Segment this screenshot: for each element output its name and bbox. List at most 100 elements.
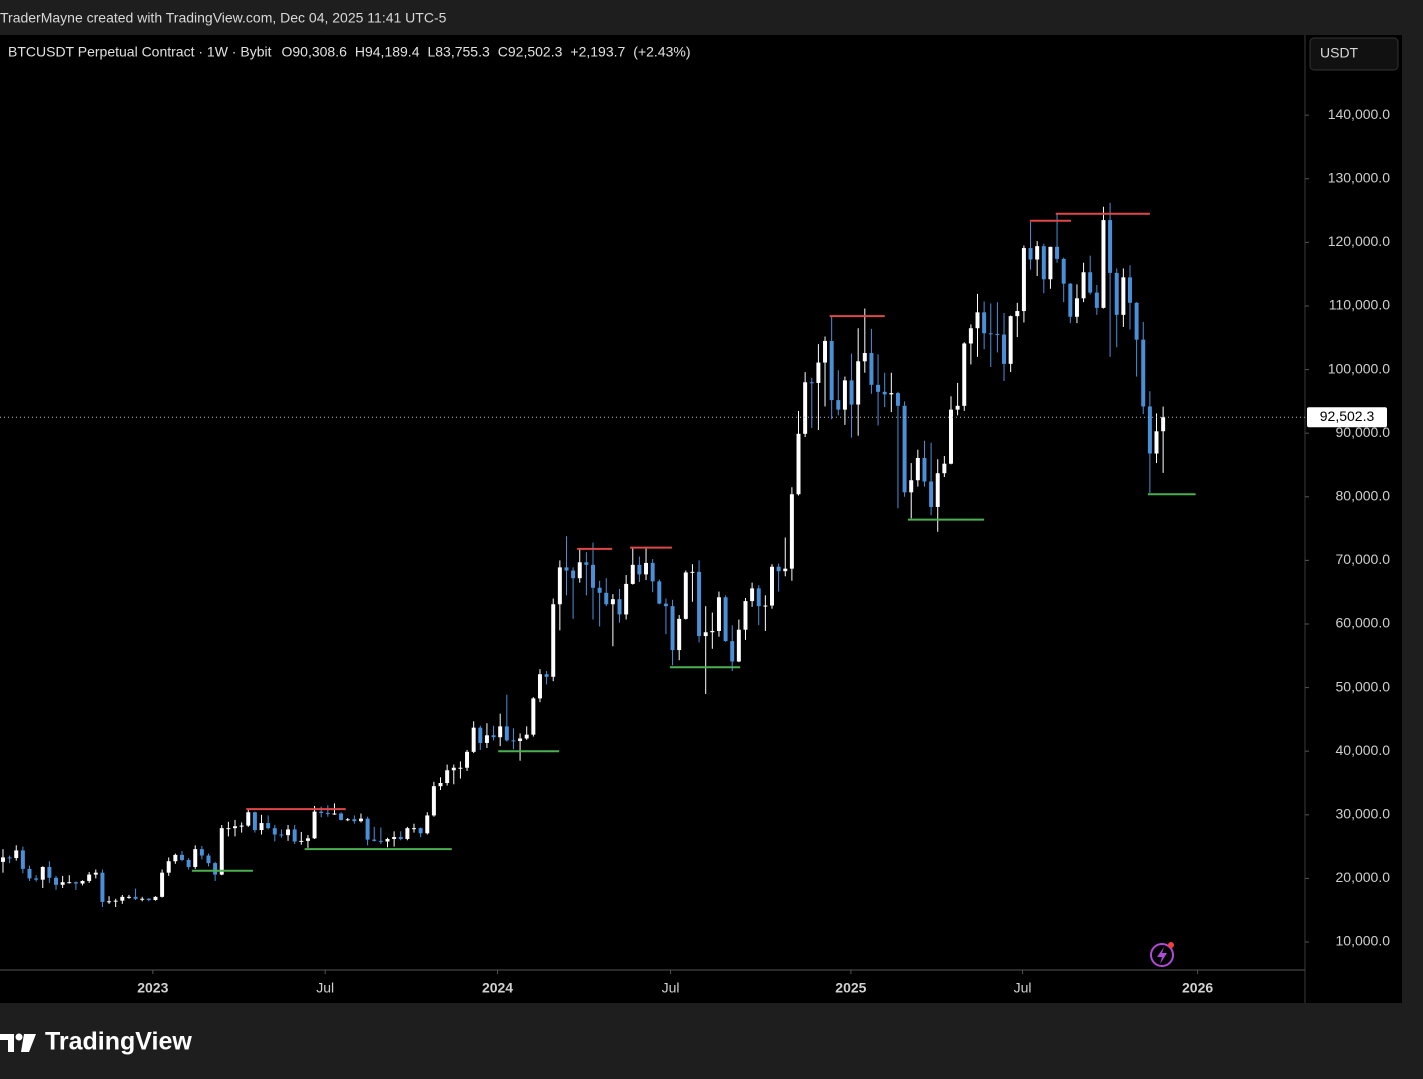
y-tick-label: 130,000.0 bbox=[1328, 169, 1390, 185]
currency-button[interactable] bbox=[1309, 37, 1399, 71]
candle-body bbox=[1028, 248, 1033, 260]
candle-body bbox=[166, 861, 171, 873]
legend-value: O90,308.6 bbox=[281, 44, 347, 60]
candle-body bbox=[909, 480, 914, 493]
candle-body bbox=[107, 901, 112, 903]
candle-body bbox=[650, 562, 655, 582]
candle-body bbox=[372, 839, 377, 841]
candle-body bbox=[862, 353, 867, 362]
candle-body bbox=[736, 629, 741, 662]
x-tick-label: Jul bbox=[662, 980, 680, 996]
candle-body bbox=[876, 384, 881, 392]
icon-ring[interactable] bbox=[1150, 943, 1174, 967]
x-tick-label: 2023 bbox=[137, 980, 168, 996]
candle-body bbox=[584, 562, 589, 565]
legend-value: (+2.43%) bbox=[633, 44, 690, 60]
currency[interactable]: USDT bbox=[1320, 45, 1359, 61]
candle-body bbox=[378, 840, 383, 842]
candle-body bbox=[80, 880, 85, 884]
icon-bolt[interactable] bbox=[1157, 947, 1167, 964]
candle-body bbox=[783, 568, 788, 572]
candle-body bbox=[233, 826, 238, 829]
candle-body bbox=[697, 571, 702, 637]
header-title: TraderMayne created with TradingView.com… bbox=[0, 10, 447, 26]
candle-body bbox=[418, 828, 423, 834]
candle-body bbox=[849, 380, 854, 405]
candle-body bbox=[398, 837, 403, 839]
candle-body bbox=[922, 457, 927, 482]
logo-text: TradingView bbox=[45, 1028, 192, 1056]
candle-body bbox=[644, 562, 649, 575]
candle-body bbox=[504, 726, 509, 741]
candle-body bbox=[1121, 277, 1126, 315]
candle-body bbox=[537, 674, 542, 699]
candle-body bbox=[889, 393, 894, 395]
candle-body bbox=[942, 463, 947, 474]
y-tick-label: 50,000.0 bbox=[1336, 678, 1391, 694]
y-tick-label: 40,000.0 bbox=[1336, 742, 1391, 758]
candle-body bbox=[591, 564, 595, 588]
candle-body bbox=[935, 473, 940, 507]
candle-body bbox=[451, 767, 456, 771]
candle-body bbox=[637, 564, 642, 575]
candle-body bbox=[1154, 431, 1159, 454]
candle-body bbox=[438, 783, 443, 787]
y-tick-label: 110,000.0 bbox=[1329, 297, 1390, 313]
y-tick-label: 30,000.0 bbox=[1336, 806, 1391, 822]
candle-body bbox=[670, 606, 675, 651]
candle-body bbox=[803, 382, 808, 434]
candle-body bbox=[657, 581, 662, 604]
y-tick-label: 90,000.0 bbox=[1336, 424, 1391, 440]
candle-body bbox=[0, 857, 5, 862]
candle-body bbox=[471, 727, 476, 752]
candle-body bbox=[756, 588, 761, 607]
y-tick-label: 70,000.0 bbox=[1336, 551, 1391, 567]
candle-body bbox=[1061, 258, 1066, 284]
candle-body bbox=[1055, 246, 1060, 259]
candle-body bbox=[1134, 302, 1139, 340]
candle-body bbox=[73, 882, 78, 884]
candle-body bbox=[412, 828, 416, 830]
candle-body bbox=[929, 481, 934, 507]
candle-body bbox=[962, 343, 967, 406]
icon-dot[interactable] bbox=[1168, 942, 1174, 948]
candle-body bbox=[836, 400, 841, 410]
candle-body bbox=[617, 599, 622, 615]
candle-body bbox=[1114, 272, 1119, 315]
candle-body bbox=[856, 361, 861, 405]
candle-body bbox=[902, 405, 907, 493]
candle-body bbox=[1008, 316, 1013, 364]
alert-icon[interactable] bbox=[1150, 942, 1174, 967]
candle-body bbox=[988, 333, 993, 335]
candle-body bbox=[352, 819, 357, 822]
candle-body bbox=[319, 811, 324, 813]
candle-body bbox=[1021, 248, 1026, 312]
y-tick-label: 100,000.0 bbox=[1328, 360, 1390, 376]
candle-body bbox=[677, 618, 682, 651]
candle-body bbox=[624, 583, 629, 615]
logo-mark bbox=[0, 1034, 14, 1052]
candle-body bbox=[518, 738, 523, 742]
candle-body bbox=[226, 828, 231, 830]
candle-body bbox=[770, 566, 774, 606]
candle-body bbox=[199, 849, 204, 856]
last-price-label: 92,502.3 bbox=[1320, 408, 1375, 424]
candle-body bbox=[153, 896, 158, 901]
candle-body bbox=[1088, 272, 1093, 293]
candle-body bbox=[60, 882, 65, 885]
candle-body bbox=[604, 592, 609, 605]
candle-body bbox=[299, 840, 304, 842]
candle-body bbox=[531, 698, 536, 735]
candle-body bbox=[730, 641, 735, 662]
candle-body bbox=[1035, 246, 1040, 260]
candle-body bbox=[763, 605, 768, 607]
candle-body bbox=[206, 855, 211, 864]
candle-body bbox=[491, 735, 496, 738]
candle-body bbox=[823, 340, 828, 363]
candle-body bbox=[1108, 220, 1113, 273]
candle-body bbox=[259, 823, 264, 831]
chart-area bbox=[0, 35, 1402, 1003]
candle-body bbox=[1147, 406, 1152, 454]
candle-body bbox=[829, 340, 834, 401]
